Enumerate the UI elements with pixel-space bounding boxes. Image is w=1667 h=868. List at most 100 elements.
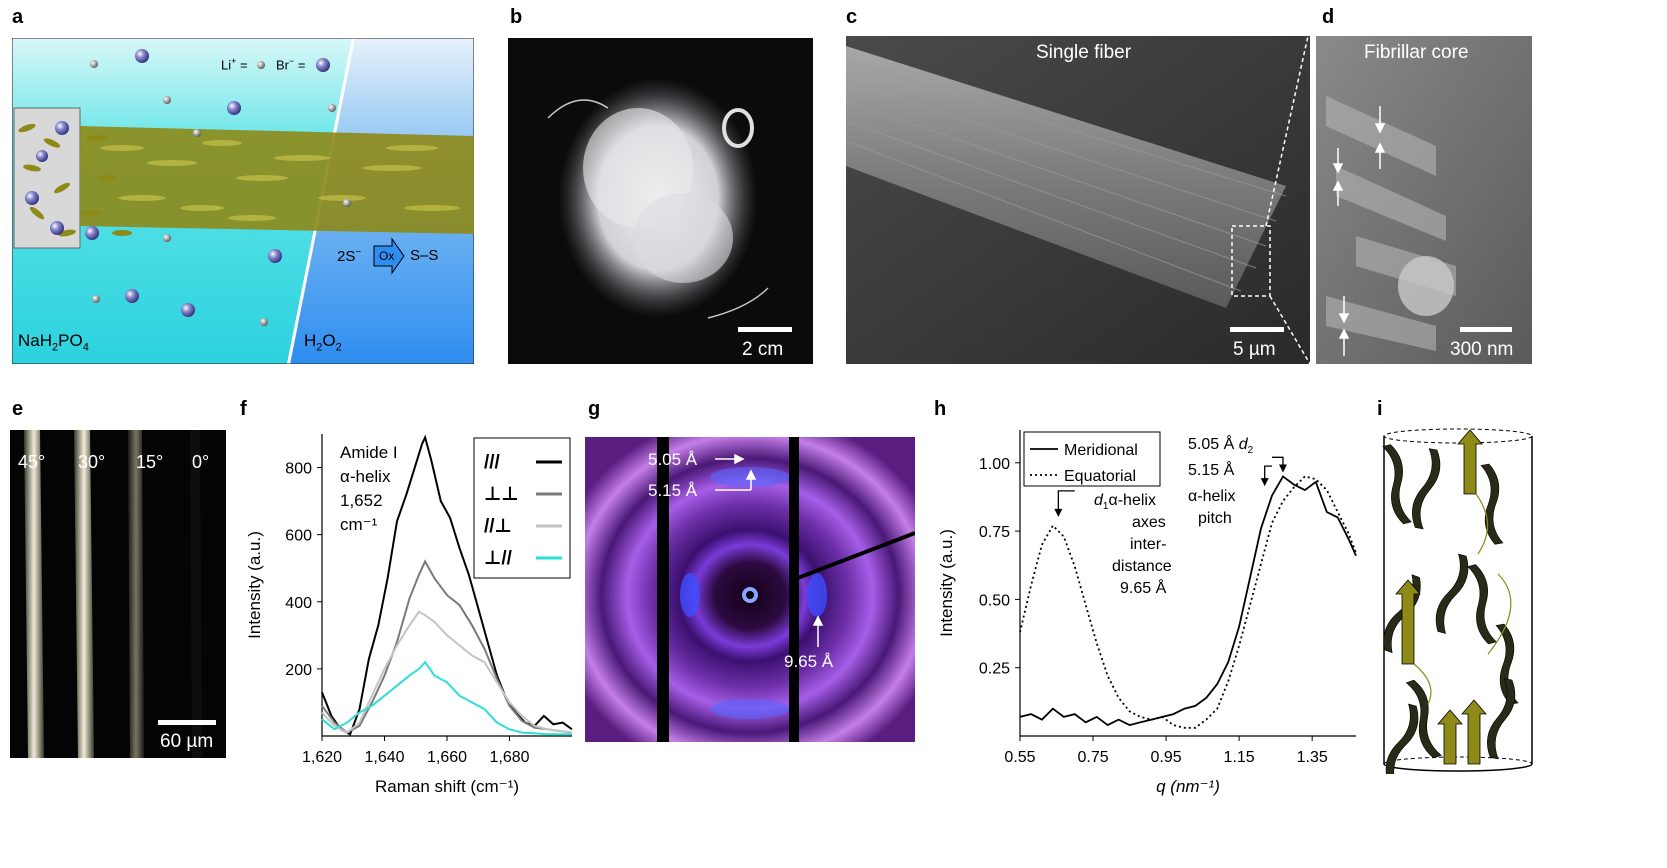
profile-y-axis-label: Intensity (a.u.) xyxy=(937,529,956,637)
polarized-micrograph xyxy=(10,430,226,758)
h-annot-d1-axes: axes xyxy=(1132,514,1166,531)
panel-letter-e: e xyxy=(12,398,24,420)
waxs-label-515: 5.15 Å xyxy=(648,481,698,500)
profile-legend-label: Meridional xyxy=(1064,442,1138,459)
coiled-coil-icon xyxy=(1382,444,1519,774)
profile-x-tick-label: 0.75 xyxy=(1077,749,1108,766)
raman-series-line xyxy=(321,660,572,736)
profile-x-tick-label: 0.95 xyxy=(1151,749,1182,766)
h-annot-d1: d1α-helix xyxy=(1094,492,1156,513)
raman-legend-label: ⊥// xyxy=(484,548,513,569)
profile-annotation-pointer xyxy=(1057,490,1075,515)
oxidation-reaction xyxy=(373,237,405,275)
profile-y-tick-label: 0.75 xyxy=(979,524,1010,541)
beta-strand-arrow-icon xyxy=(1395,429,1487,765)
waxs-arrows-icon xyxy=(715,453,824,647)
saxs-profile-chart: 0.55 0.75 0.95 1.15 1.35 0.25 0.50 0.75 1.00 q (n… xyxy=(937,430,1357,796)
fiber-texture xyxy=(100,140,460,221)
sem-single-fiber xyxy=(846,36,1310,364)
raman-x-tick-label: 1,640 xyxy=(364,749,404,766)
scale-label-b: 2 cm xyxy=(742,339,784,360)
profile-series-line xyxy=(1019,475,1357,729)
panel-letter-d: d xyxy=(1322,6,1335,28)
scale-bar-e xyxy=(158,720,216,725)
angle-0: 0° xyxy=(192,452,210,472)
angle-30: 30° xyxy=(78,452,106,472)
scale-bar-d xyxy=(1460,327,1512,332)
waxs-pattern xyxy=(585,437,915,742)
h-annot-d1-inter: inter- xyxy=(1130,536,1167,553)
raman-x-axis-label: Raman shift (cm⁻¹) xyxy=(375,777,519,796)
scale-bar-c xyxy=(1230,327,1284,332)
profile-y-tick-label: 1.00 xyxy=(979,456,1010,473)
panel-letter-c: c xyxy=(846,6,858,28)
raman-y-tick-label: 600 xyxy=(285,528,312,545)
sem-fibrillar-core xyxy=(1316,36,1532,364)
detector-gap-left xyxy=(657,437,669,742)
waxs-label-505: 5.05 Å xyxy=(648,450,698,469)
raman-legend-label: ⊥⊥ xyxy=(484,484,519,505)
raman-y-tick-label: 800 xyxy=(285,461,312,478)
raman-annotation: 1,652 xyxy=(340,491,383,510)
fiber-30 xyxy=(74,430,94,758)
title-d: Fibrillar core xyxy=(1364,42,1469,63)
pointer-arrow-icon xyxy=(1054,508,1063,517)
h-annot-d1-value: 9.65 Å xyxy=(1120,580,1167,597)
raman-chart: 1,620 1,640 1,660 1,680 200 400 600 800 Raman sh… xyxy=(245,434,573,796)
raman-y-tick-label: 200 xyxy=(285,662,312,679)
panel-letter-a: a xyxy=(12,6,24,28)
fiber-15 xyxy=(128,430,144,758)
profile-legend-label: Equatorial xyxy=(1064,468,1136,485)
spinning-schematic xyxy=(12,38,474,364)
spacing-arrows-icon xyxy=(1332,106,1386,356)
waxs-label-965: 9.65 Å xyxy=(784,652,834,671)
pointer-arrow-icon xyxy=(1278,464,1287,473)
pointer-arrow-icon xyxy=(1260,478,1269,487)
scale-bar-b xyxy=(738,327,792,332)
br-key: Br− = xyxy=(276,56,306,73)
angle-45: 45° xyxy=(18,452,46,472)
bath-left-label: NaH2PO4 xyxy=(18,331,89,354)
equatorial-reflection-right xyxy=(807,573,827,617)
fiber-loop xyxy=(722,108,754,148)
reaction-right: S–S xyxy=(410,247,439,264)
title-c: Single fiber xyxy=(1036,42,1132,63)
panel-letter-b: b xyxy=(510,6,523,28)
bromide-ions xyxy=(25,49,282,317)
raman-annotation: α-helix xyxy=(340,467,391,486)
profile-plot-area: 0.55 0.75 0.95 1.15 1.35 0.25 0.50 0.75 1.00 q (n… xyxy=(937,430,1357,796)
profile-series-line xyxy=(1019,475,1357,727)
raman-y-tick-label: 400 xyxy=(285,595,312,612)
profile-x-axis-label: q (nm⁻¹) xyxy=(1156,777,1220,796)
raman-legend-label: /// xyxy=(484,452,501,473)
panel-letter-f: f xyxy=(240,398,247,420)
oxidation-arrow-icon xyxy=(373,237,405,275)
fiber-45 xyxy=(24,430,44,758)
raman-legend-label: //⊥ xyxy=(484,516,512,537)
profile-x-tick-label: 1.35 xyxy=(1297,749,1328,766)
raman-annotation: cm⁻¹ xyxy=(340,515,378,534)
h-annot-pitch1: α-helix xyxy=(1188,488,1236,505)
profile-x-tick-label: 1.15 xyxy=(1224,749,1255,766)
panel-letter-i: i xyxy=(1377,398,1383,420)
raman-x-tick-label: 1,680 xyxy=(489,749,529,766)
raman-y-axis-label: Intensity (a.u.) xyxy=(245,531,264,639)
scale-label-d: 300 nm xyxy=(1450,339,1514,360)
raman-plot-area: 1,620 1,640 1,660 1,680 200 400 600 800 Raman sh… xyxy=(245,434,573,796)
fiber-particles xyxy=(18,123,132,237)
raman-x-tick-label: 1,660 xyxy=(427,749,467,766)
profile-y-tick-label: 0.50 xyxy=(979,592,1010,609)
panel-letter-g: g xyxy=(588,398,601,420)
raman-annotation: Amide I xyxy=(340,443,398,462)
fiber-bundle-photo xyxy=(508,38,813,364)
zoom-box xyxy=(1231,225,1271,297)
scale-label-c: 5 µm xyxy=(1233,339,1276,360)
beamstop-arm xyxy=(794,531,915,581)
profile-x-tick-label: 0.55 xyxy=(1004,749,1035,766)
bath-right-label: H2O2 xyxy=(304,331,342,354)
fiber-0 xyxy=(190,430,202,758)
scale-label-e: 60 µm xyxy=(160,731,214,752)
equatorial-reflection-left xyxy=(680,573,700,617)
profile-annotation-pointer xyxy=(1264,465,1272,485)
raman-x-tick-label: 1,620 xyxy=(302,749,342,766)
